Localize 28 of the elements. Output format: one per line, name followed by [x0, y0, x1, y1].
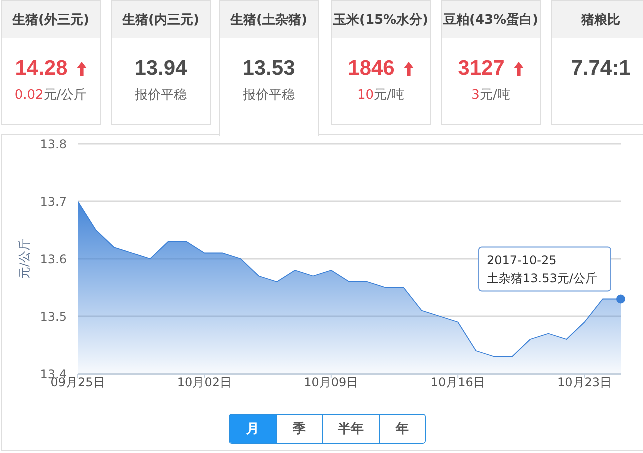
x-tick-label: 10月02日 [177, 376, 232, 390]
y-tick-label: 13.5 [40, 310, 67, 324]
text: 猪粮比 [552, 1, 643, 38]
text: 3元/吨 [470, 88, 512, 104]
text: 14.28 [15, 57, 68, 81]
text: 13.94 [134, 57, 188, 81]
text: 3127 [458, 57, 505, 81]
text: 玉米(15%水分) [332, 1, 430, 38]
text: 豆粕(43%蛋白) [442, 1, 540, 38]
text: 13.53 [242, 57, 296, 81]
x-tick-label: 10月23日 [558, 376, 612, 390]
text: 1846 [348, 57, 395, 81]
y-tick-label: 13.8 [40, 137, 67, 152]
text: 生猪(外三元) [2, 1, 100, 38]
text: 0.02元/公斤 [14, 88, 88, 104]
period-button[interactable]: 年 [379, 415, 425, 443]
x-tick-label: 10月16日 [430, 376, 486, 390]
text: 10元/吨 [356, 88, 406, 104]
text: 报价平稳 [242, 88, 296, 104]
y-tick-label: 13.6 [40, 252, 67, 266]
text: 生猪(土杂猪) [220, 1, 318, 38]
text: 生猪(内三元) [112, 1, 210, 38]
text: 报价平稳 [134, 88, 188, 104]
text: 7.74:1 [571, 57, 631, 81]
y-axis-title: 元/公斤 [17, 238, 32, 280]
x-tick-label: 10月09日 [304, 376, 359, 390]
y-tick-label: 13.7 [40, 194, 67, 209]
annotation: 2017-10-25 土杂猪13.53元/公斤 [487, 253, 598, 286]
